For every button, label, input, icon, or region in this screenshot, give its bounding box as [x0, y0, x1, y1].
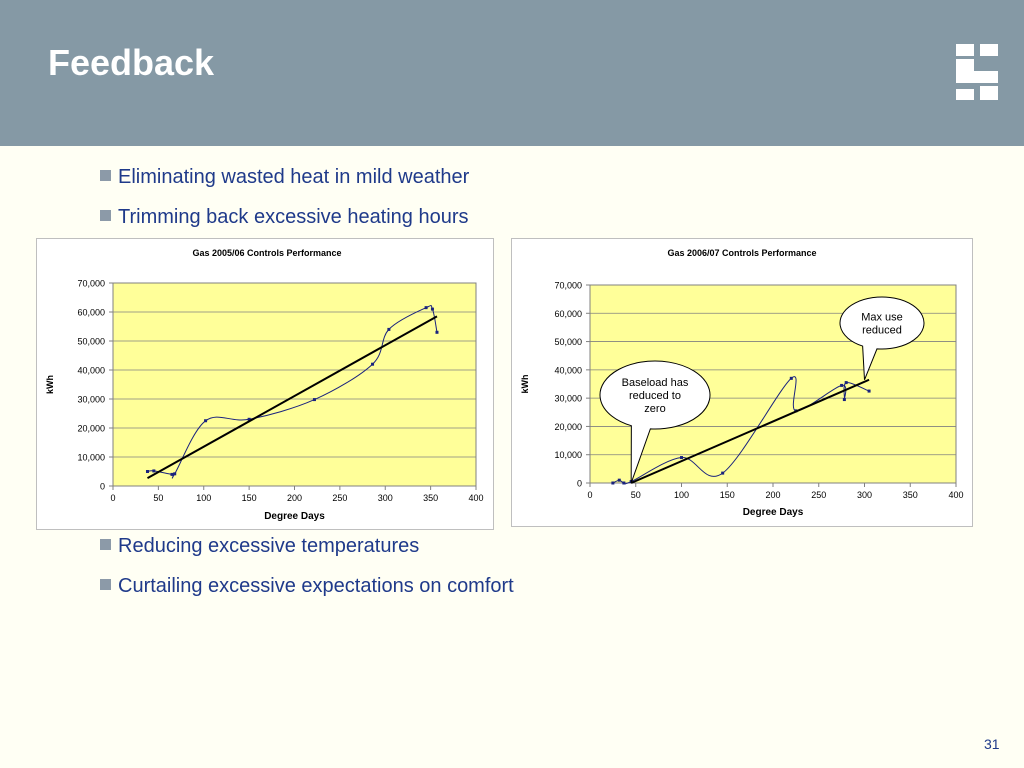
x-axis-label: Degree Days	[743, 507, 804, 518]
data-point	[371, 362, 375, 366]
bullet-text: Curtailing excessive expectations on com…	[118, 575, 514, 597]
callout-baseload	[599, 360, 711, 484]
y-tick-label: 50,000	[77, 337, 105, 347]
data-point	[622, 481, 626, 485]
company-logo	[956, 44, 998, 100]
x-tick-label: 400	[468, 493, 483, 503]
trendline	[146, 315, 438, 480]
x-tick-label: 100	[674, 490, 689, 500]
x-tick-label: 200	[287, 493, 302, 503]
y-tick-label: 50,000	[554, 337, 582, 347]
bullet-square-icon	[100, 210, 111, 221]
bullet-item: Eliminating wasted heat in mild weather	[100, 166, 469, 189]
callout-baseload-text: reduced to	[629, 390, 681, 402]
plot-area	[112, 282, 477, 487]
data-point	[247, 417, 251, 421]
x-tick-label: 50	[153, 493, 163, 503]
callout-max-use-text: reduced	[862, 325, 902, 337]
data-point	[173, 472, 177, 476]
y-tick-label: 10,000	[77, 453, 105, 463]
y-tick-label: 70,000	[554, 281, 582, 291]
bullet-item: Trimming back excessive heating hours	[100, 206, 469, 229]
y-tick-label: 10,000	[554, 450, 582, 460]
y-tick-label: 20,000	[77, 424, 105, 434]
x-tick-label: 350	[423, 493, 438, 503]
data-point	[844, 381, 848, 385]
x-tick-label: 250	[332, 493, 347, 503]
title-bar	[0, 0, 1024, 146]
data-point	[204, 419, 208, 423]
chart-title: Gas 2005/06 Controls Performance	[192, 248, 341, 258]
bullet-item: Reducing excessive temperatures	[100, 535, 419, 558]
data-point	[842, 398, 846, 402]
chart-2006-07: Gas 2006/07 Controls Performance 0 10,000 2…	[511, 238, 973, 527]
y-axis-label: kWh	[520, 375, 530, 394]
data-point	[170, 472, 174, 476]
y-tick-label: 40,000	[554, 365, 582, 375]
y-tick-label: 60,000	[554, 309, 582, 319]
x-tick-label: 0	[110, 493, 115, 503]
data-point	[789, 376, 793, 380]
bullet-text: Reducing excessive temperatures	[118, 535, 420, 557]
data-point	[152, 469, 156, 473]
bullet-square-icon	[100, 579, 111, 590]
y-tick-label: 0	[100, 482, 105, 492]
x-tick-label: 350	[903, 490, 918, 500]
data-point	[312, 398, 316, 402]
callout-baseload-text: Baseload has	[622, 377, 689, 389]
trendline	[630, 378, 870, 484]
page-number: 31	[984, 736, 1000, 752]
chart-svg: Gas 2006/07 Controls Performance 0 10,000 2…	[520, 248, 964, 518]
callout-baseload-text: zero	[644, 403, 665, 415]
x-tick-label: 150	[720, 490, 735, 500]
y-tick-label: 20,000	[554, 422, 582, 432]
data-point	[387, 327, 391, 331]
x-tick-label: 100	[196, 493, 211, 503]
bullet-square-icon	[100, 539, 111, 550]
y-tick-label: 0	[577, 479, 582, 489]
data-point	[430, 307, 434, 311]
bullet-item: Curtailing excessive expectations on com…	[100, 575, 514, 598]
callout-max-use	[839, 296, 925, 380]
data-point	[840, 383, 844, 387]
y-tick-label: 70,000	[77, 279, 105, 289]
y-tick-label: 60,000	[77, 308, 105, 318]
bullet-text: Trimming back excessive heating hours	[118, 206, 469, 228]
y-tick-label: 30,000	[554, 394, 582, 404]
data-point	[617, 478, 621, 482]
chart-svg: Gas 2005/06 Controls Performance 0 10,000 2…	[45, 248, 484, 522]
y-tick-label: 40,000	[77, 366, 105, 376]
data-point	[145, 470, 149, 473]
data-point	[424, 306, 428, 310]
x-tick-label: 250	[811, 490, 826, 500]
data-point	[611, 481, 615, 485]
x-tick-label: 300	[857, 490, 872, 500]
slide-title: Feedback	[48, 42, 215, 83]
callout-max-use-text: Max use	[861, 312, 903, 324]
x-tick-label: 300	[378, 493, 393, 503]
y-tick-label: 30,000	[77, 395, 105, 405]
x-tick-label: 400	[948, 490, 963, 500]
x-axis-label: Degree Days	[264, 511, 325, 522]
data-point	[435, 330, 439, 334]
data-point	[721, 471, 725, 475]
x-tick-label: 50	[631, 490, 641, 500]
y-axis-label: kWh	[45, 375, 55, 394]
chart-title: Gas 2006/07 Controls Performance	[667, 248, 816, 258]
x-tick-label: 0	[587, 490, 592, 500]
data-point	[867, 389, 871, 393]
x-tick-label: 200	[765, 490, 780, 500]
x-tick-label: 150	[242, 493, 257, 503]
chart-2005-06: Gas 2005/06 Controls Performance 0 10,000 2…	[36, 238, 494, 530]
data-point	[680, 456, 683, 460]
bullet-text: Eliminating wasted heat in mild weather	[118, 166, 470, 188]
bullet-square-icon	[100, 170, 111, 181]
